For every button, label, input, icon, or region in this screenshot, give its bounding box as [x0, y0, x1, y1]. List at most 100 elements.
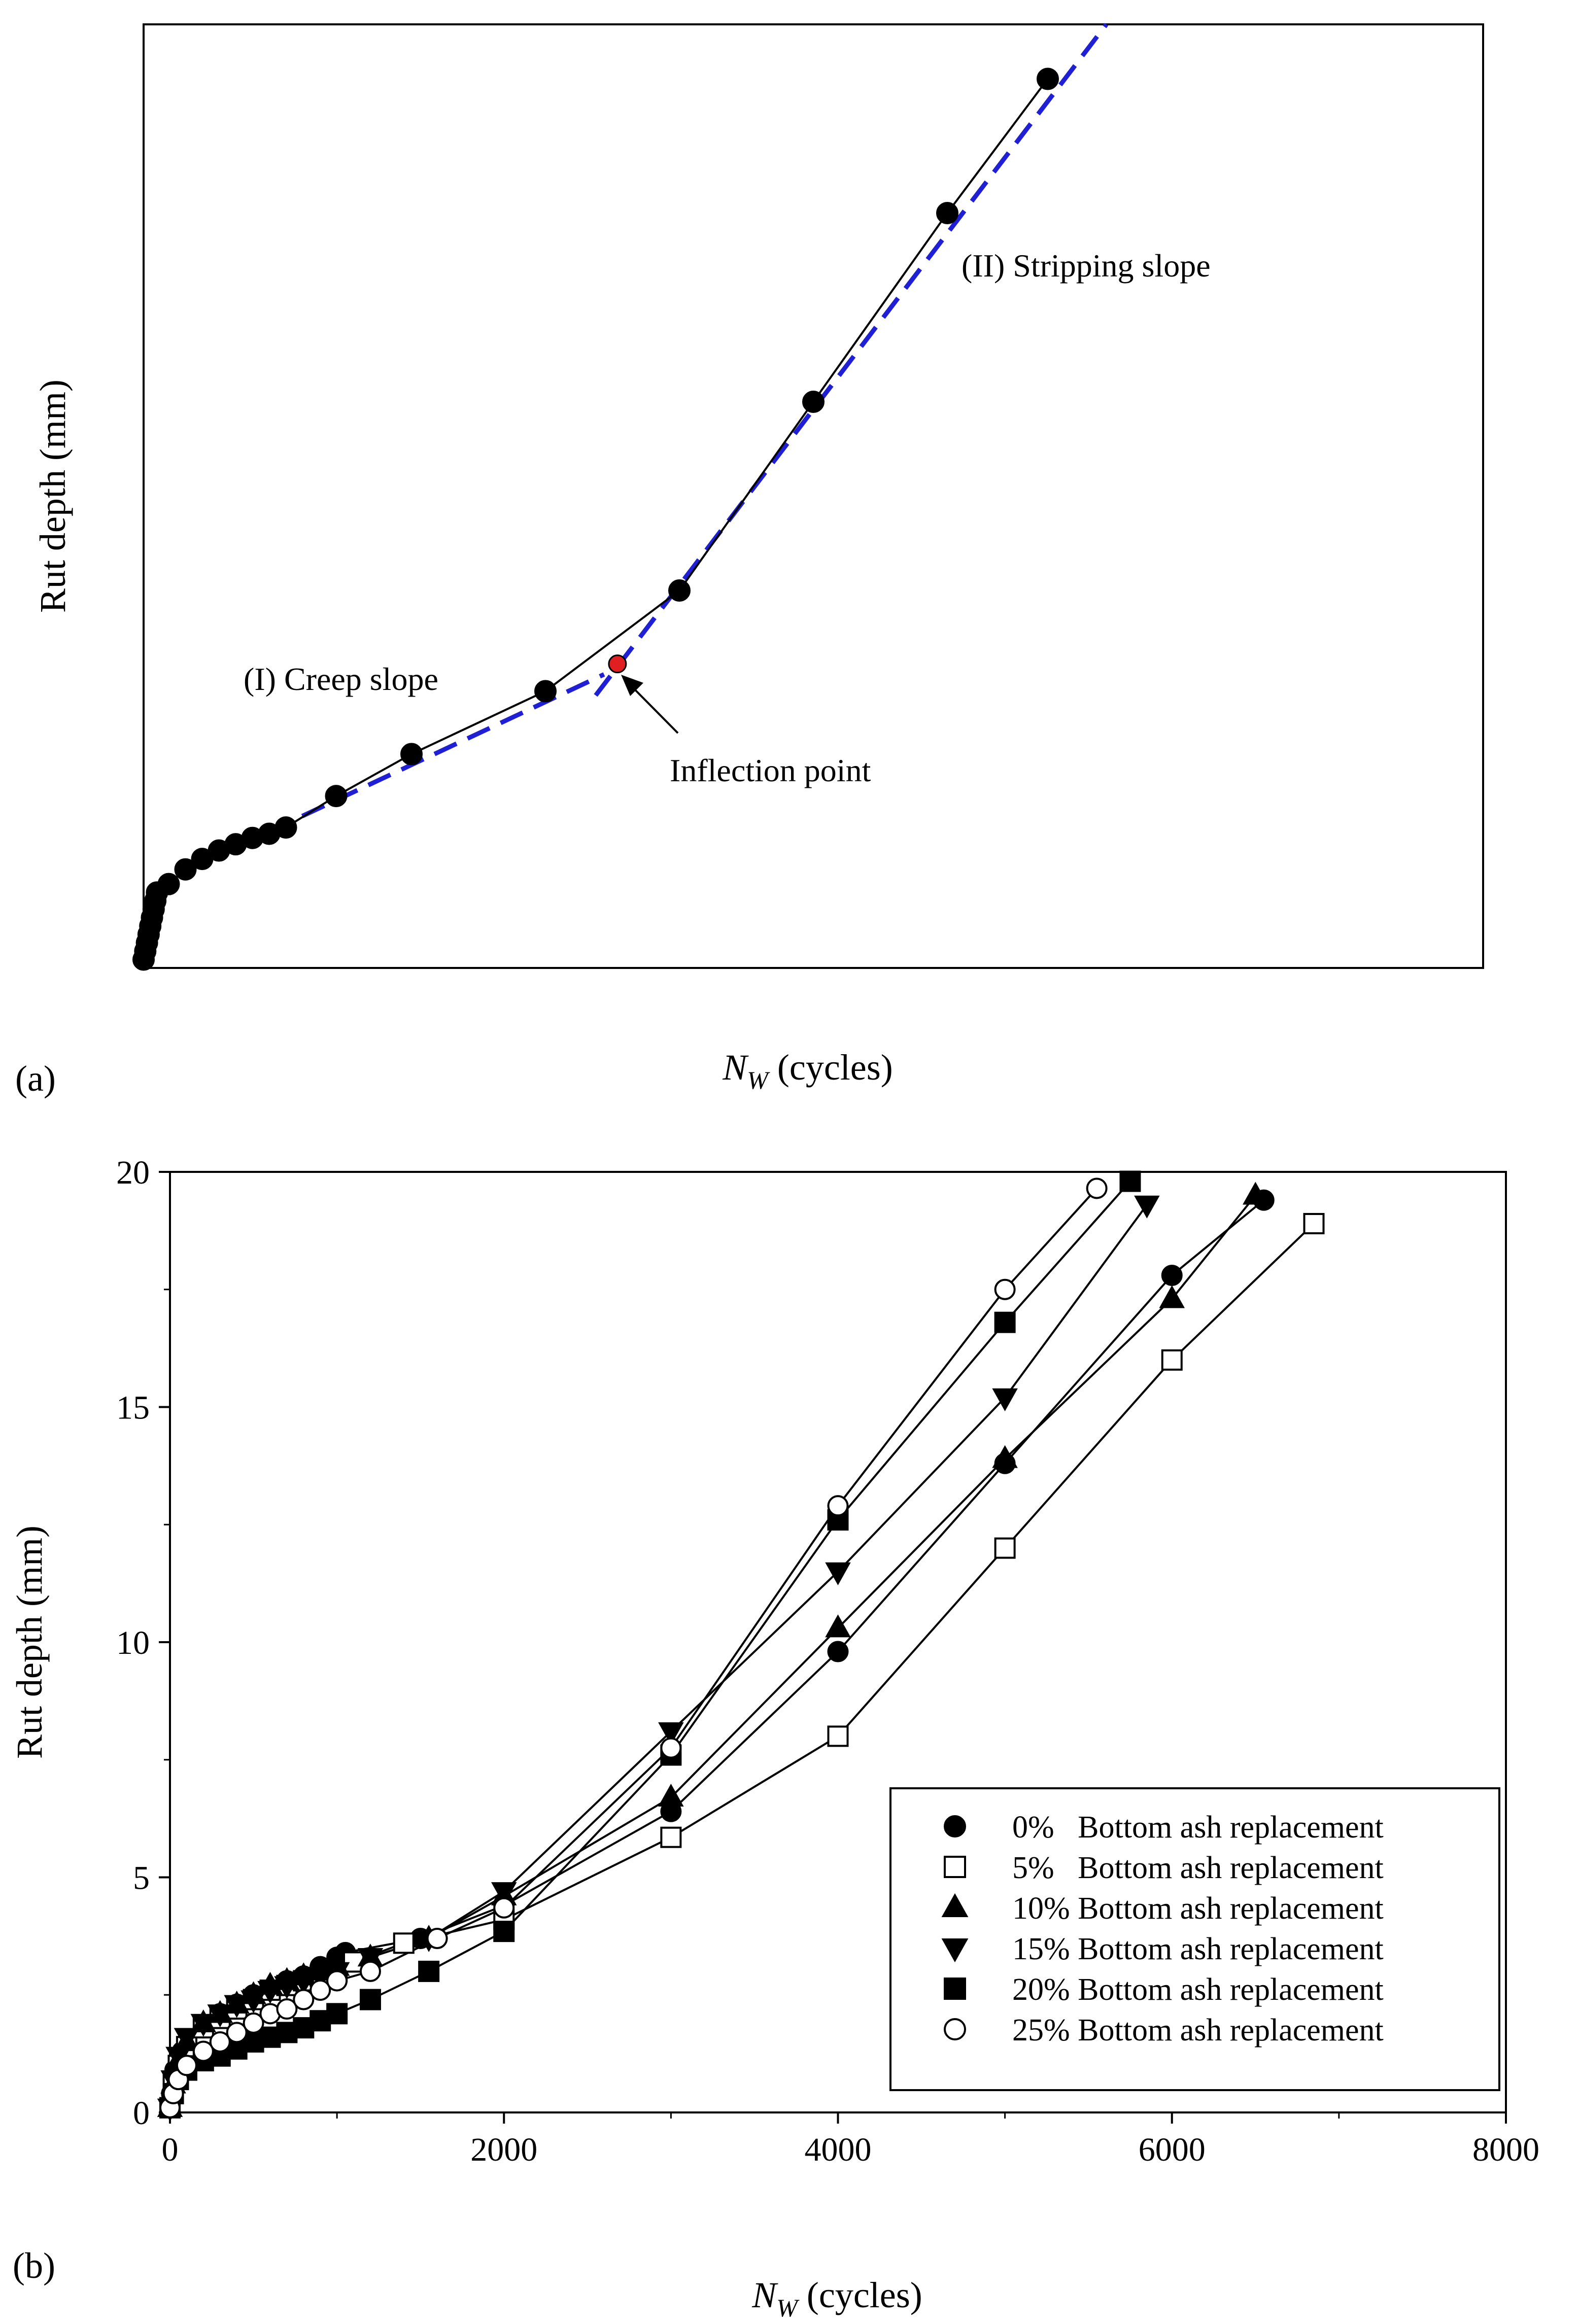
legend-label-2: 10% Bottom ash replacement [1012, 1891, 1384, 1926]
fit-line-1 [594, 23, 1109, 697]
legend: 0% Bottom ash replacement 5% Bottom ash r… [889, 1787, 1500, 2091]
panel-a-plot-frame [143, 23, 1484, 969]
y-tick-label: 20 [116, 1154, 150, 1191]
series-4-point [493, 1921, 515, 1943]
inflection-point-label: Inflection point [670, 752, 871, 788]
panel-b: 0 2000 4000 6000 8000 0 5 10 15 20 0% Bottom ash … [9, 1154, 1539, 2322]
series-5-point [326, 1970, 348, 1992]
panel-a-markers [132, 67, 1059, 971]
legend-label-3: 15% Bottom ash replacement [1012, 1932, 1384, 1966]
data-point [174, 858, 197, 881]
data-point [1037, 67, 1059, 90]
series-3-point [274, 1976, 300, 1999]
series-1-point [393, 1932, 415, 1954]
data-point [936, 202, 958, 224]
series-3-point [357, 1948, 384, 1971]
y-tick-label: 15 [116, 1390, 150, 1427]
x-tick-label: 6000 [1139, 2131, 1206, 2168]
series-5-point [209, 2031, 231, 2053]
inflection-arrowhead [621, 675, 643, 696]
series-5-point [827, 1495, 849, 1517]
legend-marker-0 [944, 1815, 966, 1837]
series-0-point [827, 1641, 849, 1662]
y-tick-label: 5 [133, 1860, 150, 1897]
panel-a-x-axis-label: NW (cycles) [722, 1047, 893, 1094]
series-4-point [418, 1960, 440, 1982]
x-tick-label: 4000 [805, 2131, 872, 2168]
series-5-point [226, 2022, 248, 2043]
series-3-point [1134, 1195, 1160, 1219]
legend-marker-1 [944, 1856, 966, 1878]
panel-b-y-axis-label: Rut depth (mm) [9, 1525, 50, 1759]
series-5-point [310, 1979, 331, 2001]
x-tick-label: 2000 [470, 2131, 537, 2168]
y-tick-label: 10 [116, 1624, 150, 1661]
series-5-point [276, 1998, 298, 2020]
inflection-point-marker [608, 654, 627, 674]
series-3-point [241, 1990, 266, 2014]
data-point [400, 743, 423, 766]
data-point [534, 680, 557, 703]
panel-b-label: (b) [13, 2245, 55, 2286]
series-2-point [1159, 1285, 1185, 1308]
series-4-point [326, 2003, 348, 2025]
y-tick-label: 0 [133, 2095, 150, 2132]
legend-label-5: 25% Bottom ash replacement [1012, 2013, 1384, 2048]
data-point [802, 391, 825, 413]
legend-box [889, 1787, 1500, 2091]
panel-a-label: (a) [15, 1058, 56, 1099]
series-5-point [192, 2040, 214, 2062]
legend-label-1: 5% Bottom ash replacement [1012, 1851, 1384, 1885]
series-1-point [1161, 1349, 1183, 1371]
series-3-point [207, 2004, 233, 2028]
series-4-point [359, 1989, 381, 2010]
series-5-point [994, 1278, 1016, 1300]
series-2-point [1243, 1182, 1268, 1205]
data-point [325, 785, 348, 808]
panel-b-markers [157, 1170, 1325, 2122]
panel-a-y-axis-label: Rut depth (mm) [32, 379, 73, 613]
series-3-point [257, 1981, 283, 2004]
series-3-point [291, 1971, 317, 1995]
legend-label-4: 20% Bottom ash replacement [1012, 1972, 1384, 2007]
series-5-point [243, 2012, 264, 2034]
series-1-point [660, 1826, 682, 1848]
data-point [157, 873, 180, 895]
series-1-point [827, 1725, 849, 1747]
legend-marker-5 [944, 2018, 966, 2040]
series-4-point [994, 1311, 1016, 1333]
series-5-point [1086, 1177, 1108, 1199]
series-5-point [660, 1737, 682, 1759]
panel-a: (I) Creep slope (II) Stripping slope Inf… [15, 23, 1484, 1099]
x-tick-label: 8000 [1472, 2131, 1539, 2168]
series-1-point [1303, 1212, 1325, 1234]
series-1-point [994, 1537, 1016, 1559]
panel-b-x-axis-label: NW (cycles) [751, 2275, 922, 2322]
series-2-point [825, 1614, 851, 1638]
series-4-point [1119, 1170, 1141, 1192]
inflection-arrow [629, 684, 679, 734]
stripping-slope-label: (II) Stripping slope [962, 248, 1211, 284]
data-point [668, 579, 691, 602]
legend-marker-3 [941, 1938, 969, 1963]
series-3-point [190, 2014, 217, 2037]
series-3-point [307, 1967, 333, 1990]
series-3-point [825, 1562, 851, 1585]
series-5-point [359, 1960, 381, 1982]
series-2-point [992, 1445, 1018, 1468]
series-5-point [293, 1989, 315, 2010]
panel-a-fit-lines [268, 23, 1109, 834]
data-point [274, 816, 297, 839]
series-3-point [174, 2028, 200, 2051]
series-2-point [658, 1784, 684, 1807]
series-3-point [224, 1995, 250, 2018]
creep-slope-label: (I) Creep slope [244, 661, 438, 697]
series-5-point [493, 1897, 515, 1919]
series-5-point [426, 1928, 448, 1950]
series-3-point [658, 1722, 684, 1746]
legend-marker-4 [944, 1978, 966, 2000]
legend-label-0: 0% Bottom ash replacement [1012, 1810, 1384, 1845]
panel-b-axis-ticks: 0 2000 4000 6000 8000 0 5 10 15 20 [116, 1154, 1539, 2168]
legend-marker-2 [941, 1893, 969, 1917]
